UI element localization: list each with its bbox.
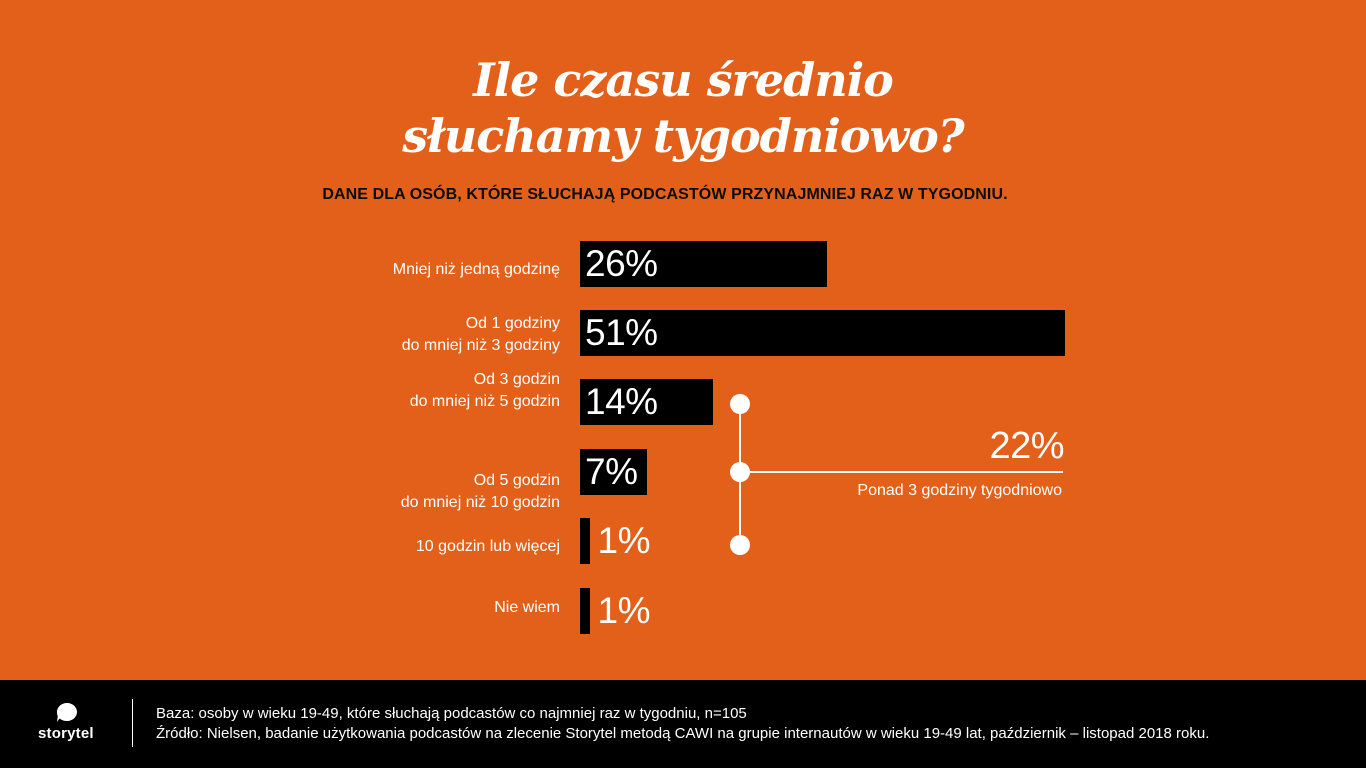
category-label-5-line-1: 10 godzin lub więcej [415, 538, 560, 555]
chart-subtitle: DANE DLA OSÓB, KTÓRE SŁUCHAJĄ PODCASTÓW … [322, 186, 1008, 203]
bar-value-label-2: 51% [585, 312, 658, 353]
storytel-speech-bubble-icon [57, 703, 77, 722]
bar-value-label-3: 14% [585, 381, 658, 422]
footer-divider [132, 699, 133, 747]
bar-value-label-6: 1% [597, 590, 651, 631]
storytel-logo-text: storytel [38, 725, 94, 742]
footnote-source: Źródło: Nielsen, badanie użytkowania pod… [156, 725, 1210, 742]
footer-bar [0, 680, 1366, 768]
category-label-2-line-2: do mniej niż 3 godziny [401, 337, 560, 354]
bar-6 [580, 588, 590, 634]
chart-title: Ile czasu średnio słuchamy tygodniowo? [0, 52, 1366, 164]
bar-value-label-5: 1% [597, 520, 651, 561]
bar-3 [580, 379, 713, 425]
category-label-4-line-2: do mniej niż 10 godzin [400, 494, 560, 511]
category-label-4-line-1: Od 5 godzin [473, 472, 560, 489]
category-label-2-line-1: Od 1 godziny [465, 315, 560, 332]
title-line-2: słuchamy tygodniowo? [402, 109, 965, 163]
bar-4 [580, 449, 647, 495]
bracket-dot-top [730, 394, 750, 414]
category-label-3-line-1: Od 3 godzin [473, 371, 560, 388]
aggregate-bracket [730, 394, 1063, 555]
bar-2 [580, 310, 1065, 356]
bar-5 [580, 518, 590, 564]
aggregate-label: Ponad 3 godziny tygodniowo [857, 482, 1062, 499]
category-label-1-line-1: Mniej niż jedną godzinę [392, 261, 560, 278]
title-line-1: Ile czasu średnio [473, 53, 894, 107]
bar-value-label-1: 26% [585, 243, 658, 284]
bracket-dot-middle [730, 462, 750, 482]
category-label-6-line-1: Nie wiem [494, 599, 560, 616]
category-label-3-line-2: do mniej niż 5 godzin [409, 393, 560, 410]
bar-value-label-4: 7% [585, 451, 638, 492]
bar-1 [580, 241, 827, 287]
bracket-dot-bottom [730, 535, 750, 555]
footnote-base: Baza: osoby w wieku 19-49, które słuchaj… [156, 705, 747, 722]
aggregate-value: 22% [989, 425, 1064, 467]
